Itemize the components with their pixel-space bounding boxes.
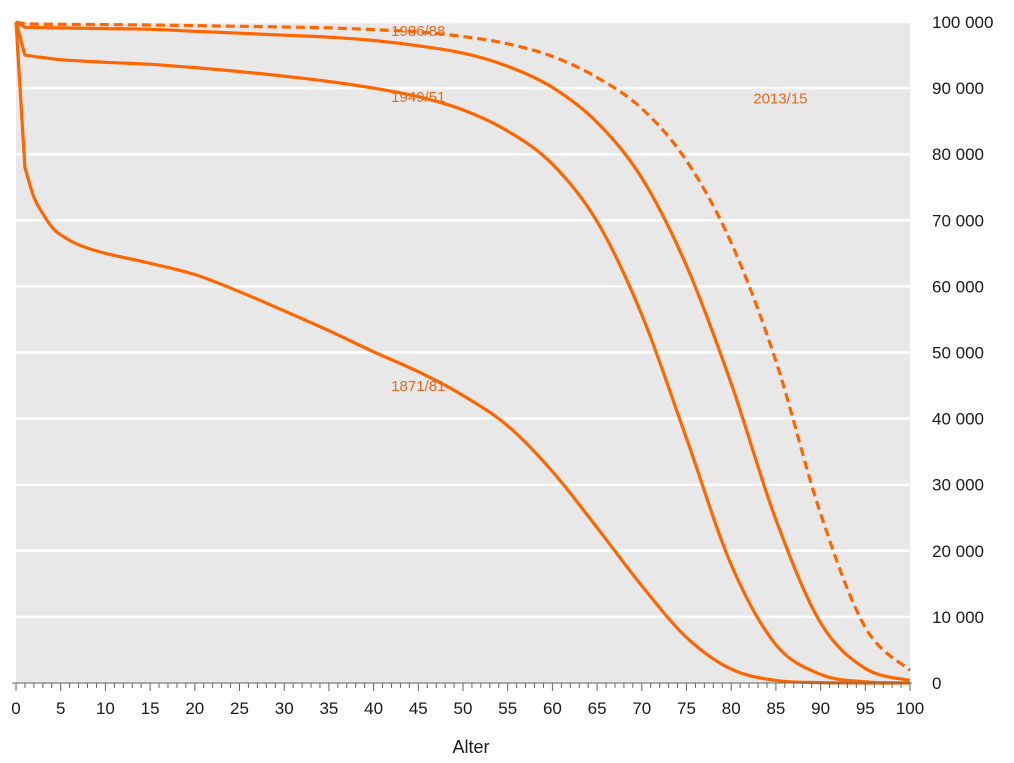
series-line-2013-15 (15, 20, 912, 672)
y-tick-label: 100 000 (932, 13, 993, 32)
series-line-1986-88 (15, 20, 911, 682)
y-tick-label: 70 000 (932, 211, 984, 230)
x-tick-label: 60 (543, 699, 562, 718)
y-tick-label: 0 (932, 674, 941, 693)
x-tick-label: 75 (677, 699, 696, 718)
series-lines (14, 20, 912, 685)
x-tick-label: 50 (454, 699, 473, 718)
y-tick-label: 50 000 (932, 344, 984, 363)
x-tick-label: 40 (364, 699, 383, 718)
series-label: 1871/81 (391, 378, 445, 395)
x-tick-label: 65 (588, 699, 607, 718)
y-tick-label: 20 000 (932, 542, 984, 561)
x-tick-label: 85 (766, 699, 785, 718)
y-tick-label: 90 000 (932, 79, 984, 98)
y-tick-label: 10 000 (932, 608, 984, 627)
y-tick-label: 30 000 (932, 476, 984, 495)
series-labels: 1986/88 1949/51 2013/15 1871/81 (391, 23, 807, 395)
y-axis: 0 10 000 20 000 30 000 40 000 50 000 60 000 70 … (932, 13, 993, 693)
x-tick-label: 15 (141, 699, 160, 718)
grid-lines (16, 20, 1000, 619)
x-tick-label: 0 (11, 699, 20, 718)
x-axis: 0 5 10 15 20 25 30 35 40 45 50 55 60 65 70 75 80 85 90 95 10… (11, 682, 924, 718)
x-tick-label: 30 (275, 699, 294, 718)
x-tick-label: 55 (498, 699, 517, 718)
series-label: 1986/88 (391, 23, 445, 40)
series-line-1949-51 (14, 21, 911, 685)
x-tick-label: 25 (230, 699, 249, 718)
x-tick-label: 90 (811, 699, 830, 718)
x-tick-label: 20 (185, 699, 204, 718)
series-label: 1949/51 (391, 89, 445, 106)
x-tick-label: 80 (722, 699, 741, 718)
series-line-1871-81 (14, 21, 910, 685)
series-label: 2013/15 (753, 90, 807, 107)
x-tick-label: 45 (409, 699, 428, 718)
x-tick-label: 10 (96, 699, 115, 718)
x-tick-label: 95 (856, 699, 875, 718)
x-tick-label: 100 (896, 699, 924, 718)
x-tick-label: 35 (319, 699, 338, 718)
x-tick-label: 70 (632, 699, 651, 718)
y-tick-label: 80 000 (932, 145, 984, 164)
y-tick-label: 40 000 (932, 410, 984, 429)
x-axis-label: Alter (452, 737, 489, 757)
y-tick-label: 60 000 (932, 277, 984, 296)
x-tick-label: 5 (56, 699, 65, 718)
